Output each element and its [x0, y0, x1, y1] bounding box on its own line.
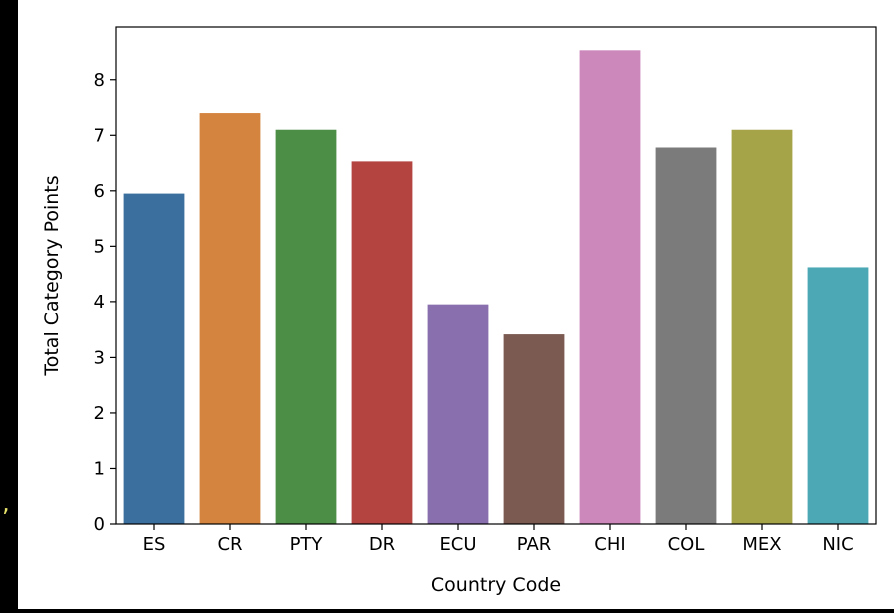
chart-figure: 0 1 2 3 4 5 6 7 8 ES CR PTY DR ECU PAR CHI COL MEX NIC Co…: [18, 0, 894, 609]
bar-ecu: [427, 304, 489, 524]
bar-col: [655, 147, 717, 524]
y-tick-label: 2: [94, 403, 105, 424]
bar-chart: 0 1 2 3 4 5 6 7 8 ES CR PTY DR ECU PAR CHI COL MEX NIC Co…: [41, 26, 877, 596]
x-tick-label: DR: [369, 534, 395, 555]
y-tick-label: 4: [94, 292, 105, 313]
bar-mex: [731, 129, 793, 524]
bar-chi: [579, 50, 641, 524]
y-tick-label: 6: [94, 181, 105, 202]
bar-nic: [807, 267, 869, 524]
x-tick-label: CR: [217, 534, 242, 555]
bar-cr: [199, 113, 261, 524]
x-tick-label: COL: [668, 534, 705, 555]
x-tick-label: NIC: [822, 534, 853, 555]
x-tick-label: CHI: [594, 534, 625, 555]
x-axis-label: Country Code: [431, 574, 561, 596]
y-tick-label: 0: [94, 514, 105, 535]
x-tick-label: ES: [143, 534, 166, 555]
y-tick-label: 7: [94, 125, 105, 146]
bar-par: [503, 334, 565, 524]
x-tick-label: MEX: [742, 534, 781, 555]
x-tick-label: ECU: [439, 534, 476, 555]
bar-dr: [351, 161, 413, 525]
y-tick-label: 1: [94, 458, 105, 479]
side-text-fragment: ,: [0, 492, 13, 516]
y-axis-label: Total Category Points: [41, 175, 63, 376]
bar-pty: [275, 129, 337, 524]
y-tick-label: 5: [94, 236, 105, 257]
bar-es: [123, 193, 185, 525]
plot-frame: [115, 26, 877, 525]
y-tick-label: 8: [94, 70, 105, 91]
x-tick-label: PAR: [517, 534, 552, 555]
x-tick-label: PTY: [290, 534, 324, 555]
y-tick-label: 3: [94, 347, 105, 368]
